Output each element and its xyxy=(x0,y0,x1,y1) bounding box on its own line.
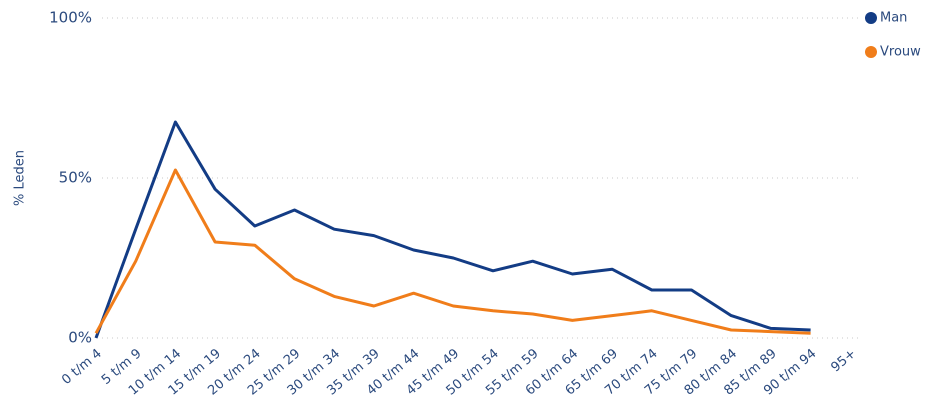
y-tick-label: 50% xyxy=(59,169,92,187)
line-series xyxy=(94,168,811,335)
legend-marker xyxy=(865,46,877,58)
legend-label: Man xyxy=(880,11,907,26)
y-tick-label: 0% xyxy=(68,329,92,347)
legend-marker xyxy=(865,12,877,24)
y-axis-label: % Leden xyxy=(13,150,28,206)
y-tick-label: 100% xyxy=(49,9,92,27)
x-tick-label: 0 t/m 4 xyxy=(59,346,105,388)
legend-label: Vrouw xyxy=(880,45,921,60)
x-tick-label: 95+ xyxy=(828,346,859,375)
line-series xyxy=(94,120,811,339)
